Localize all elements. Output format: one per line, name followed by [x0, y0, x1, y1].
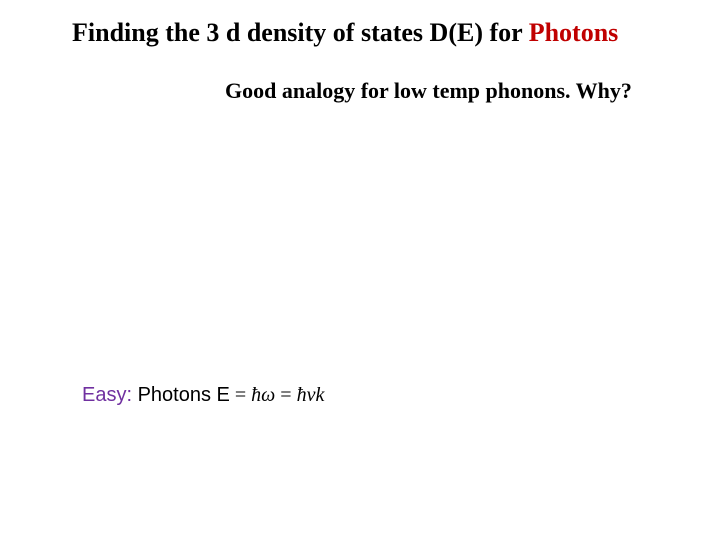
slide: Finding the 3 d density of states D(E) f… — [0, 0, 720, 540]
title-prefix: Finding the 3 d density of states D(E) f… — [72, 18, 529, 47]
title-highlight-photons: Photons — [529, 18, 619, 47]
var-e: E — [217, 384, 230, 406]
hbar-2: ħ — [297, 384, 307, 406]
omega: ω — [261, 384, 275, 406]
formula-line: Easy: Photons E = ħω = ħvk — [82, 384, 324, 407]
slide-subtitle: Good analogy for low temp phonons. Why? — [225, 78, 632, 104]
equals-2: = — [275, 384, 296, 406]
k: k — [315, 384, 324, 406]
photons-label: Photons — [132, 384, 217, 406]
hbar-1: ħ — [251, 384, 261, 406]
easy-label: Easy: — [82, 384, 132, 406]
equals-1: = — [230, 384, 251, 406]
slide-title: Finding the 3 d density of states D(E) f… — [72, 18, 618, 48]
